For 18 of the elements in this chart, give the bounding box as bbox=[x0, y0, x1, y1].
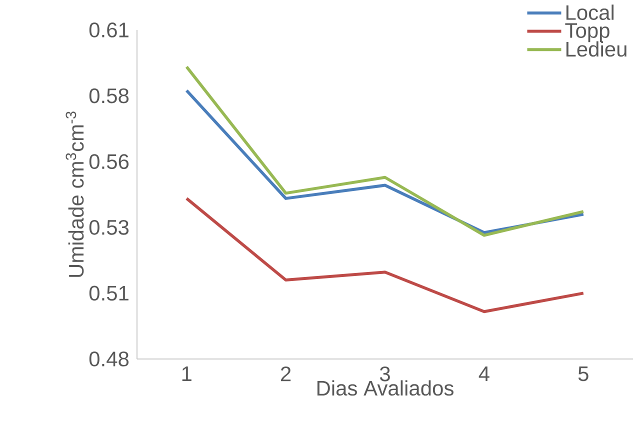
line-series bbox=[185, 196, 585, 314]
legend-label: Ledieu bbox=[566, 41, 626, 57]
y-tick-label: 0.51 bbox=[89, 286, 128, 301]
x-axis-title: Dias Avaliados bbox=[317, 380, 454, 396]
x-tick-label: 4 bbox=[478, 366, 490, 381]
legend-label: Topp bbox=[565, 23, 610, 42]
x-tick-label: 3 bbox=[380, 366, 390, 382]
y-tick-label: 0.53 bbox=[89, 220, 129, 235]
y-tick-label: 0.61 bbox=[89, 22, 128, 38]
line-series bbox=[185, 65, 585, 237]
y-tick-label: 0.56 bbox=[89, 154, 129, 170]
x-tick-label: 5 bbox=[578, 366, 588, 382]
legend-label: Local bbox=[566, 4, 614, 20]
x-tick-label: 2 bbox=[281, 366, 291, 382]
y-tick-label: 0.48 bbox=[89, 352, 129, 366]
x-tick-label: 1 bbox=[182, 366, 192, 381]
y-axis-title: Umidade cm$^{3}$cm$^{-3}$ bbox=[66, 112, 84, 277]
y-tick-label: 0.58 bbox=[89, 88, 129, 104]
